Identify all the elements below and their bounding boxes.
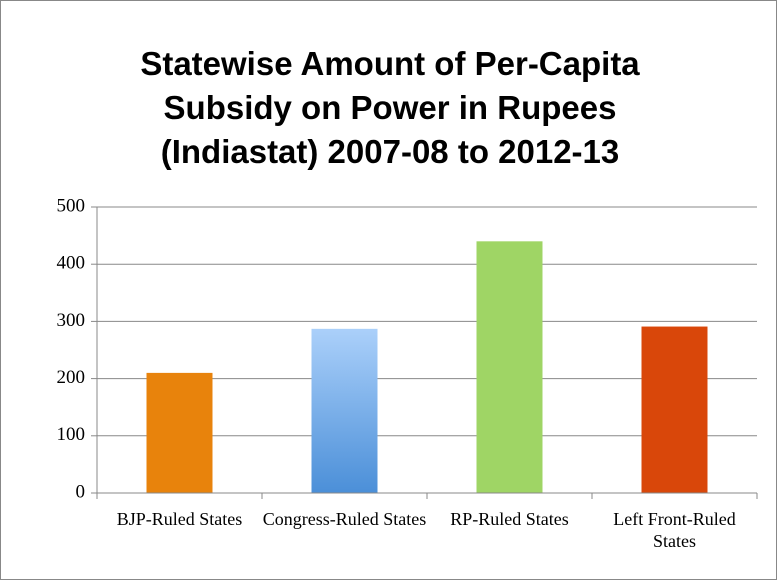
- x-tick-label: Congress-Ruled States: [262, 509, 427, 529]
- y-tick-label: 300: [57, 310, 86, 331]
- y-tick-label: 400: [57, 253, 86, 274]
- x-tick-label: RP-Ruled States: [450, 509, 569, 529]
- bar: [641, 326, 708, 493]
- bar: [311, 328, 378, 493]
- y-tick-label: 0: [76, 481, 86, 502]
- y-tick-label: 200: [57, 367, 86, 388]
- x-tick-label: BJP-Ruled States: [116, 509, 243, 529]
- bar: [146, 372, 213, 493]
- chart-title: Statewise Amount of Per-Capita Subsidy o…: [140, 45, 640, 170]
- y-tick-label: 500: [57, 195, 86, 216]
- bar: [476, 241, 543, 493]
- x-tick-label: Left Front-Ruled States: [613, 509, 736, 551]
- y-tick-label: 100: [57, 424, 86, 445]
